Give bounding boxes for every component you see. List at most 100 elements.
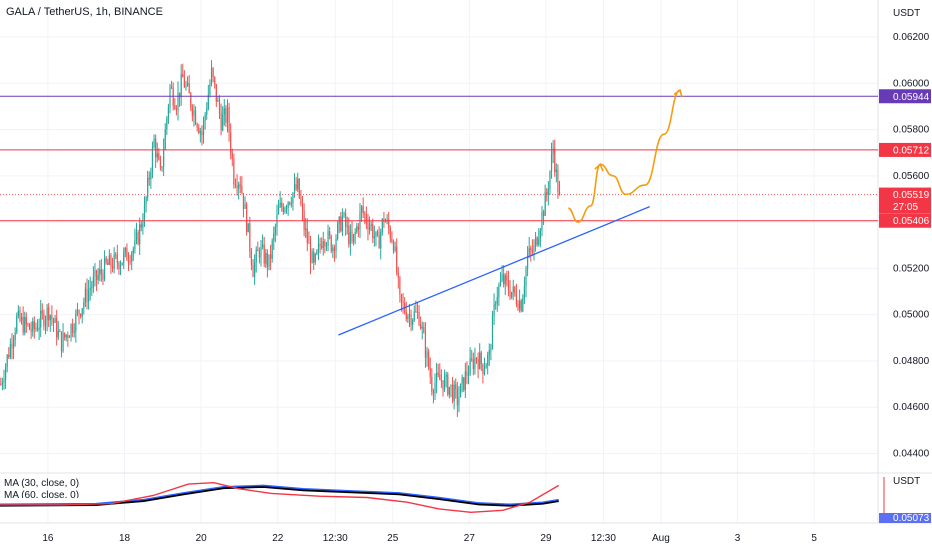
candle-body	[458, 397, 460, 406]
candle-body	[475, 358, 478, 360]
candle-body	[32, 321, 34, 332]
candle-body	[463, 377, 465, 391]
candle-body	[453, 384, 455, 402]
candle-body	[140, 224, 142, 228]
candle-body	[17, 310, 19, 316]
candle-body	[1, 382, 3, 385]
candle-body	[230, 132, 232, 153]
candle-body	[91, 286, 93, 288]
candle-body	[48, 307, 50, 321]
candle-body	[86, 288, 88, 302]
candle-body	[49, 315, 51, 321]
candle-body	[365, 214, 367, 223]
candle-body	[186, 83, 189, 86]
price-tag-purple[interactable]	[879, 89, 931, 104]
candle-body	[196, 124, 198, 128]
trendline[interactable]	[338, 206, 650, 336]
candle-body	[343, 213, 345, 216]
time-tick-label: 22	[272, 533, 284, 544]
candle-body	[534, 237, 537, 246]
candle-body	[356, 226, 358, 233]
price-tag-value: 0.05944	[893, 92, 930, 103]
price-tag-current[interactable]	[879, 187, 931, 214]
price-tick-label: 0.05000	[893, 310, 930, 321]
ma30-legend[interactable]: MA (30, close, 0)	[4, 478, 80, 489]
candle-body	[33, 321, 35, 329]
candle-body	[54, 317, 56, 323]
candle-body	[233, 158, 235, 185]
candle-body	[443, 376, 446, 390]
candle-body	[239, 184, 241, 186]
time-tick-label: 5	[811, 533, 817, 544]
candle-body	[263, 244, 265, 264]
candle-body	[73, 331, 75, 333]
candle-body	[345, 213, 347, 227]
candle-body	[370, 224, 372, 227]
candle-body	[442, 380, 444, 390]
ma60-blue-line[interactable]	[0, 484, 559, 505]
candle-body	[99, 269, 101, 276]
candle-body	[135, 232, 138, 240]
candle-body	[542, 211, 545, 216]
candle-body	[423, 327, 425, 333]
price-tag-value: 0.05712	[893, 145, 930, 156]
indicator-value-tag	[879, 513, 931, 523]
candle-body	[226, 107, 229, 123]
candle-body	[448, 386, 450, 395]
candle-body	[28, 324, 31, 330]
candle-body	[209, 84, 211, 95]
candle-body	[477, 359, 479, 369]
time-tick-label: 16	[42, 533, 54, 544]
candle-body	[156, 153, 158, 158]
projection-path[interactable]	[568, 89, 681, 223]
candle-body	[41, 310, 43, 314]
candle-body	[218, 100, 221, 113]
candle-body	[139, 224, 141, 244]
candle-body	[129, 261, 131, 263]
candle-body	[193, 110, 195, 116]
candle-body	[479, 352, 481, 369]
projection-arrow-1[interactable]	[594, 162, 604, 172]
candle-body	[367, 222, 369, 230]
candle-body	[552, 148, 554, 154]
candle-body	[295, 184, 297, 190]
candle-body	[159, 159, 162, 168]
candle-body	[324, 241, 326, 246]
ma30-line[interactable]	[0, 481, 560, 514]
candle-body	[116, 255, 118, 263]
candle-body	[188, 83, 190, 94]
candle-body	[212, 68, 214, 78]
candle-body	[76, 310, 79, 314]
ma60-black-line[interactable]	[0, 485, 559, 507]
price-tag-red[interactable]	[879, 142, 931, 157]
candle-body	[123, 252, 125, 263]
time-tick-label: 27	[464, 533, 476, 544]
time-tick-label: 12:30	[591, 533, 616, 544]
candle-body	[143, 204, 146, 224]
candle-body	[16, 315, 18, 333]
ma60-legend[interactable]: MA (60, close, 0)	[4, 490, 80, 498]
candle-body	[330, 235, 332, 252]
candle-body	[297, 178, 299, 190]
price-tag-red[interactable]	[879, 213, 931, 228]
candle-body	[507, 280, 510, 291]
candle-body	[113, 254, 115, 269]
candle-body	[265, 252, 267, 264]
candle-body	[281, 202, 283, 208]
candle-body	[198, 127, 200, 134]
candle-body	[373, 236, 375, 239]
candle-body	[431, 376, 433, 392]
projection-arrow-2[interactable]	[673, 88, 683, 98]
price-tick-label: 0.05600	[893, 171, 930, 182]
candle-body	[164, 129, 166, 150]
candle-body	[148, 177, 150, 180]
candle-body	[24, 317, 26, 333]
candle-body	[244, 204, 246, 209]
candle-body	[480, 352, 482, 364]
candle-body	[437, 372, 439, 375]
candle-body	[333, 247, 336, 251]
candle-body	[466, 371, 468, 376]
candle-body	[153, 138, 155, 148]
candle-body	[68, 336, 71, 338]
